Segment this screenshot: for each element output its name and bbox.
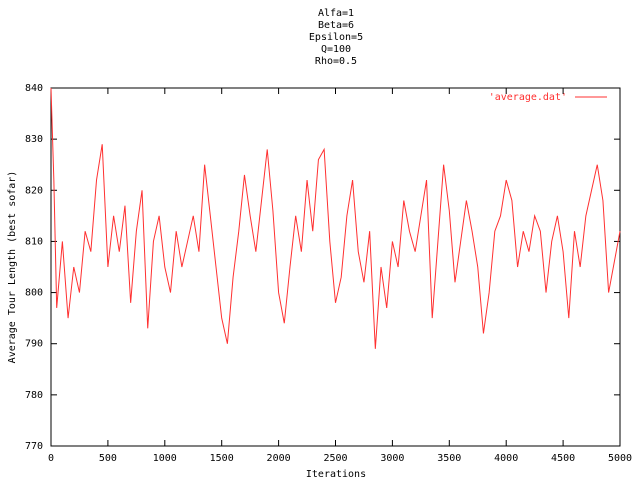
x-tick-label: 2000 [267, 453, 291, 464]
legend-label: 'average.dat' [489, 92, 567, 103]
chart-title: Q=100 [321, 44, 351, 55]
x-tick-label: 4000 [494, 453, 518, 464]
y-tick-label: 770 [25, 441, 43, 452]
y-tick-label: 840 [25, 83, 43, 94]
x-tick-label: 4500 [551, 453, 575, 464]
y-tick-label: 810 [25, 236, 43, 247]
x-tick-label: 5000 [608, 453, 632, 464]
x-tick-label: 500 [99, 453, 117, 464]
chart-title: Rho=0.5 [315, 56, 357, 67]
y-tick-label: 800 [25, 288, 43, 299]
chart-title: Epsilon=5 [309, 32, 363, 43]
y-tick-label: 830 [25, 134, 43, 145]
chart-title: Beta=6 [318, 20, 354, 31]
y-tick-label: 790 [25, 339, 43, 350]
y-tick-label: 780 [25, 390, 43, 401]
x-tick-label: 0 [48, 453, 54, 464]
y-tick-label: 820 [25, 185, 43, 196]
x-tick-label: 3000 [380, 453, 404, 464]
x-tick-label: 1000 [153, 453, 177, 464]
data-line [50, 87, 621, 349]
y-axis-label: Average Tour Length (best sofar) [7, 171, 18, 364]
x-axis-label: Iterations [306, 469, 366, 480]
plot-frame [50, 87, 621, 447]
chart-title: Alfa=1 [318, 8, 354, 19]
x-tick-label: 2500 [323, 453, 347, 464]
x-tick-label: 3500 [437, 453, 461, 464]
x-tick-label: 1500 [210, 453, 234, 464]
